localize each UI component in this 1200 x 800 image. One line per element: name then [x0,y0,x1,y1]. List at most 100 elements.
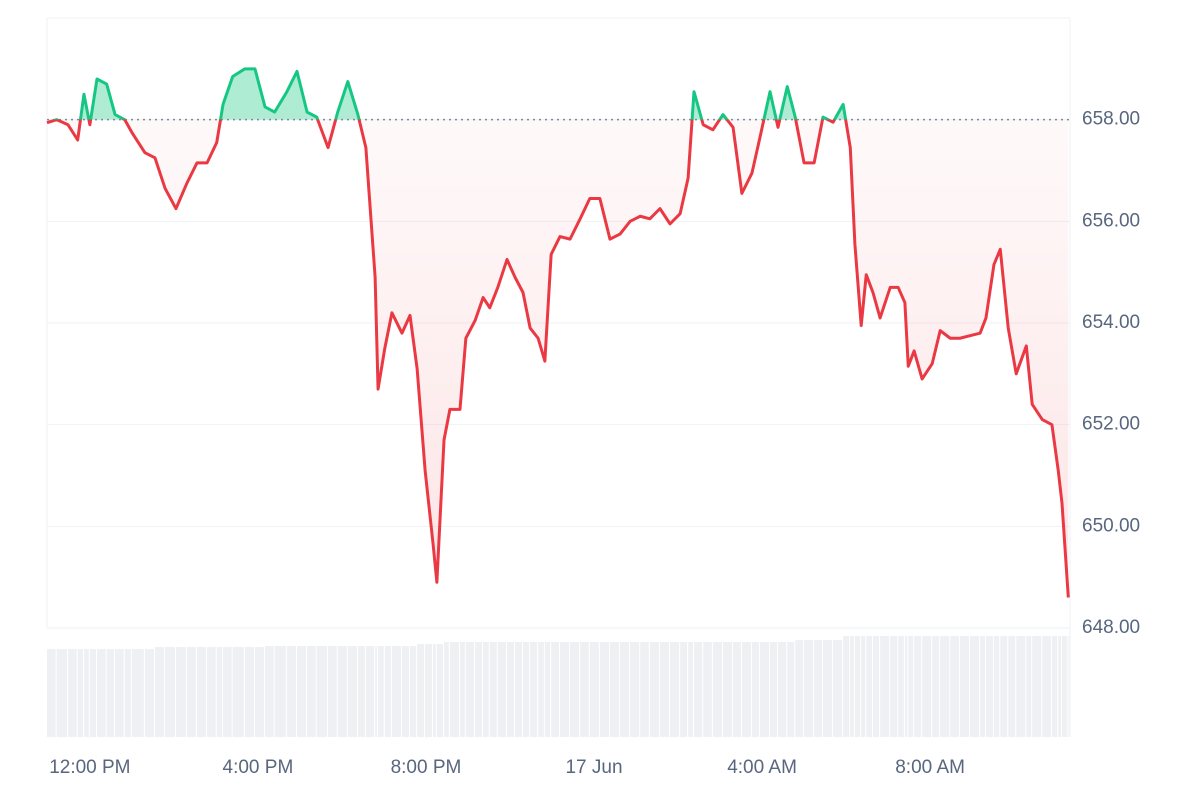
volume-bar [232,647,244,737]
volume-bar [244,647,254,737]
volume-bar [759,642,770,737]
volume-bar [1016,636,1026,737]
volume-bar [96,649,106,737]
volume-bar [872,636,880,737]
volume-layer [47,636,1070,737]
volume-bar [985,636,993,737]
volume-bar [316,646,328,737]
volume-bar [1058,636,1062,737]
volume-bar [522,642,530,737]
volume-bar [77,649,83,737]
volume-bar [449,642,459,737]
volume-bar [544,642,551,737]
volume-bar [538,642,544,737]
volume-bar [599,642,609,737]
volume-bar [465,642,475,737]
volume-bar [908,636,914,737]
volume-bar [144,649,154,737]
volume-bar [1051,636,1058,737]
volume-bar [391,646,402,737]
volume-bar [795,640,804,737]
volume-bar [630,642,640,737]
volume-bar [898,636,904,737]
volume-bar [649,642,659,737]
volume-bar [1026,636,1032,737]
x-tick-label: 12:00 PM [49,757,130,778]
volume-bar [436,644,444,737]
volume-bar [68,649,77,737]
volume-bar [880,636,890,737]
volume-bar [733,642,741,737]
volume-bar [507,642,515,737]
volume-bar [712,642,722,737]
x-tick-label: 8:00 PM [391,757,462,778]
volume-bar [196,647,207,737]
volume-bar [866,636,872,737]
volume-bar [83,649,89,737]
volume-bar [993,636,1000,737]
volume-bar [1042,636,1051,737]
volume-bar [56,649,68,737]
volume-bar [580,642,589,737]
volume-bar [822,640,833,737]
volume-bar [932,636,940,737]
volume-bar [425,644,433,737]
volume-bar [833,640,843,737]
volume-bar [444,642,449,737]
volume-bar [570,642,580,737]
volume-bar [980,636,985,737]
volume-bar [165,647,175,737]
volume-bar [274,646,286,737]
volume-bar [904,636,908,737]
volume-bar [357,646,365,737]
y-tick-label: 654.00 [1082,312,1140,333]
volume-bar [115,649,124,737]
label-layer: 648.00 650.00 652.00 654.00 656.00 658.00 12:0… [49,109,1140,778]
volume-bar [89,649,96,737]
volume-bar [216,647,223,737]
volume-bar [1062,636,1068,737]
volume-bar [254,647,265,737]
volume-bar [609,642,620,737]
volume-bar [787,642,795,737]
volume-bar [940,636,950,737]
volume-bar [589,642,599,737]
volume-bar [47,649,56,737]
volume-bar [620,642,630,737]
volume-bar [207,647,216,737]
volume-bar [688,642,693,737]
volume-bar [489,642,497,737]
volume-bar [337,646,347,737]
volume-bar [814,640,822,737]
volume-bar [722,642,733,737]
volume-bar [854,636,861,737]
volume-bar [365,646,375,737]
volume-bar [154,647,165,737]
volume-bar [861,636,866,737]
volume-bar [265,646,274,737]
volume-bar [680,642,688,737]
volume-bar [475,642,483,737]
volume-bar [384,646,391,737]
volume-bar [770,642,778,737]
volume-bar [950,636,959,737]
volume-bar [402,646,409,737]
volume-bar [378,646,384,737]
plot-layer [46,67,1070,598]
volume-bar [703,642,712,737]
volume-bar [778,642,787,737]
volume-bar [409,646,417,737]
volume-bar [483,642,489,737]
volume-bar [890,636,898,737]
volume-bar [693,642,703,737]
volume-bar [1000,636,1008,737]
volume-bar [670,642,680,737]
y-tick-label: 648.00 [1082,617,1140,638]
volume-bar [347,646,357,737]
volume-bar [296,646,307,737]
volume-bar [1068,636,1070,737]
volume-bar [914,636,922,737]
volume-bar [433,644,436,737]
volume-bar [1008,636,1016,737]
volume-bar [559,642,570,737]
